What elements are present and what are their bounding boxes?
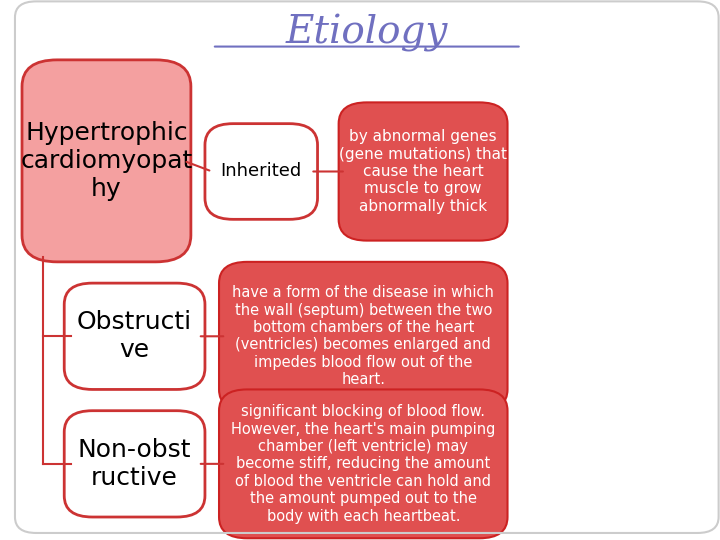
FancyBboxPatch shape [219, 262, 508, 411]
Text: Etiology: Etiology [286, 14, 448, 52]
Text: Hypertrophic
cardiomyopat
hy: Hypertrophic cardiomyopat hy [20, 121, 192, 201]
Text: Inherited: Inherited [220, 163, 302, 180]
Text: Obstructi
ve: Obstructi ve [77, 310, 192, 362]
FancyBboxPatch shape [64, 411, 205, 517]
FancyBboxPatch shape [338, 103, 508, 241]
Text: have a form of the disease in which
the wall (septum) between the two
bottom cha: have a form of the disease in which the … [233, 285, 494, 387]
Text: significant blocking of blood flow.
However, the heart's main pumping
chamber (l: significant blocking of blood flow. Howe… [231, 404, 495, 524]
FancyBboxPatch shape [219, 389, 508, 538]
Text: by abnormal genes
(gene mutations) that
cause the heart
muscle to grow
abnormall: by abnormal genes (gene mutations) that … [339, 129, 507, 214]
FancyBboxPatch shape [22, 60, 191, 262]
FancyBboxPatch shape [64, 283, 205, 389]
Text: Non-obst
ructive: Non-obst ructive [78, 438, 192, 490]
FancyBboxPatch shape [205, 124, 318, 219]
